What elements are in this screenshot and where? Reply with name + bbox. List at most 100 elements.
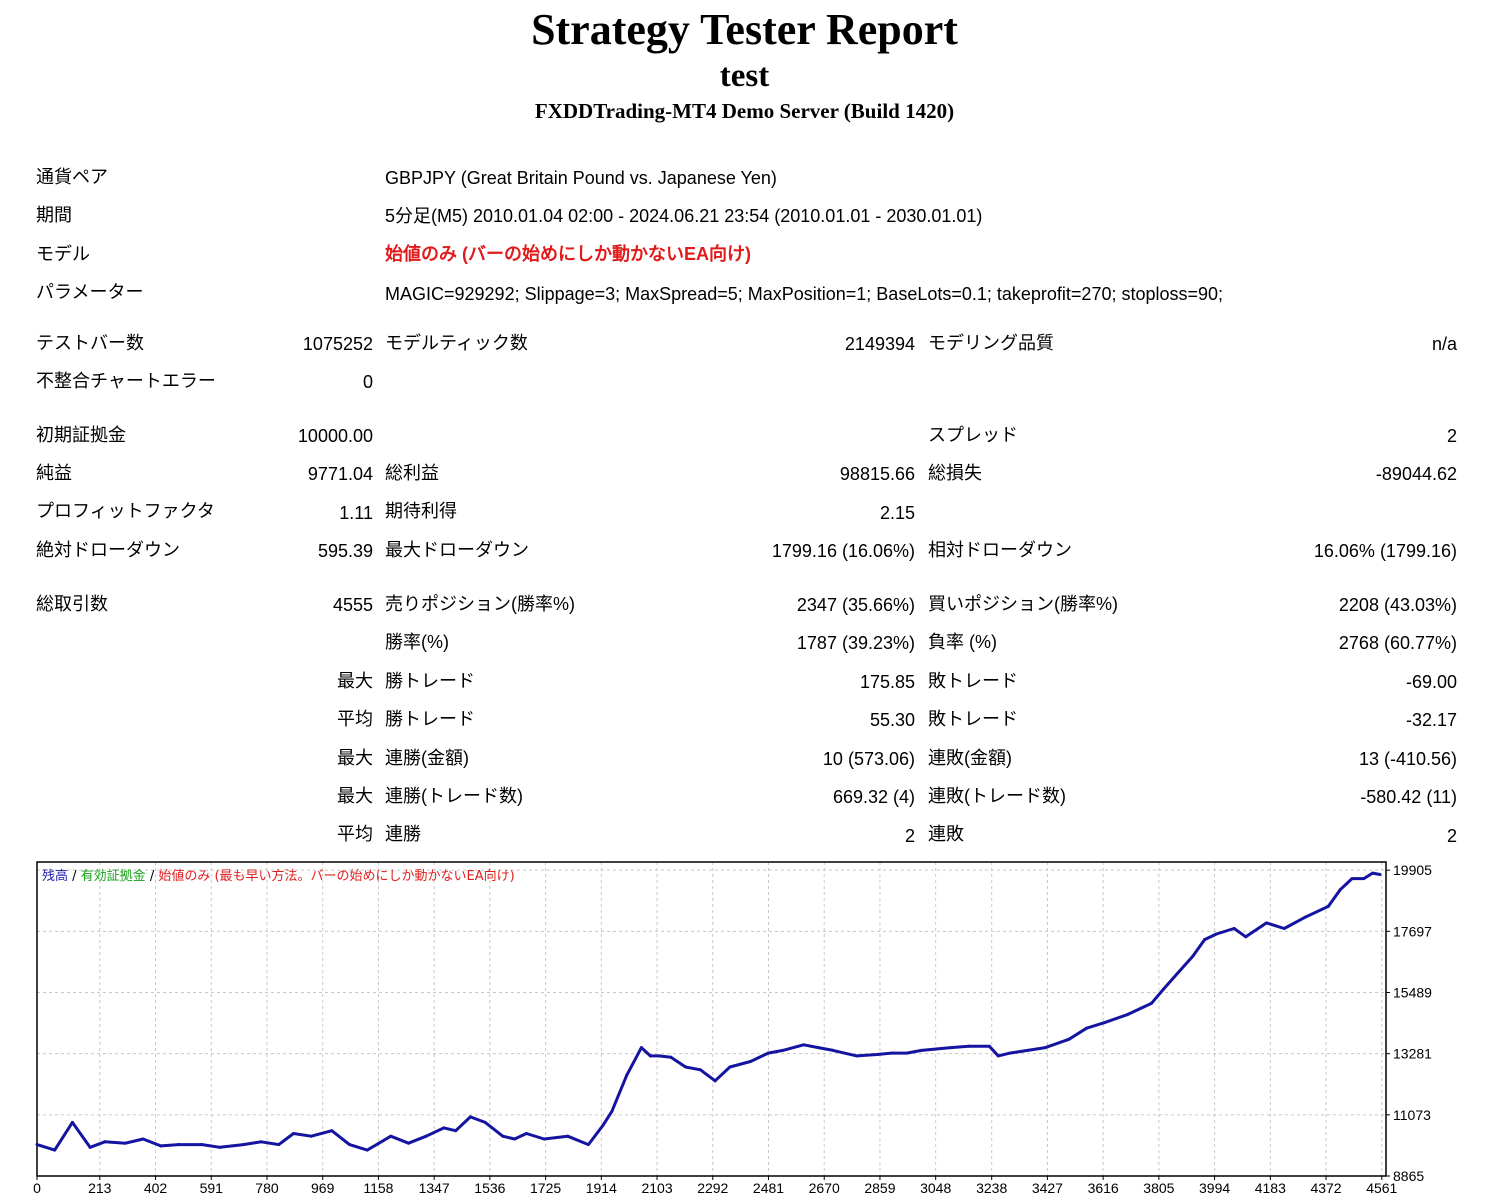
x-tick-label: 4561: [1366, 1180, 1397, 1196]
balance-point: [424, 1134, 428, 1138]
balance-point: [566, 1134, 570, 1138]
balance-point: [406, 1141, 410, 1145]
balance-point: [1303, 915, 1307, 919]
balance-point: [348, 1143, 352, 1147]
quality-value: n/a: [1431, 334, 1457, 354]
x-tick-label: 3427: [1032, 1180, 1063, 1196]
balance-point: [669, 1055, 673, 1059]
balance-point: [749, 1059, 753, 1063]
balance-chart: 0 213 402 591 780 969 1158 1347 1536 1725 1914 2103…: [33, 861, 1432, 1196]
bars-value: 1075252: [302, 334, 373, 354]
avgconsl-label: 連敗: [928, 824, 964, 844]
balance-point: [468, 1115, 472, 1119]
lossrate-value: 2768 (60.77%): [1338, 633, 1457, 653]
balance-point: [905, 1051, 909, 1055]
bars-label: テストバー数: [36, 333, 144, 353]
grossloss-value: -89044.62: [1375, 464, 1457, 484]
balance-point: [698, 1068, 702, 1072]
x-tick-label: 4372: [1310, 1180, 1341, 1196]
period-value: 5分足(M5) 2010.01.04 02:00 - 2024.06.21 23…: [385, 206, 983, 226]
maxconsw-money-value: 10 (573.06): [822, 749, 915, 769]
largest-label: 最大: [337, 671, 373, 691]
balance-line: [36, 871, 1381, 1152]
balance-point: [103, 1140, 107, 1144]
maxloss-label: 敗トレード: [928, 671, 1018, 691]
y-tick-label: 15489: [1393, 985, 1432, 1001]
avgloss-value: -32.17: [1405, 710, 1457, 730]
balance-point: [309, 1134, 313, 1138]
payoff-label: 期待利得: [385, 501, 457, 521]
balance-point: [949, 1046, 953, 1050]
balance-point: [1043, 1046, 1047, 1050]
x-tick-label: 402: [144, 1180, 168, 1196]
avgconsw-label: 連勝: [385, 824, 421, 844]
maximum-label: 最大: [337, 748, 373, 768]
balance-point: [610, 1109, 614, 1113]
balance-point: [241, 1143, 245, 1147]
legend-entry: /: [68, 869, 81, 884]
balance-point: [1362, 877, 1366, 881]
balance-point: [70, 1120, 74, 1124]
legend-entry: 有効証拠金: [81, 868, 146, 884]
balance-point: [831, 1048, 835, 1052]
grossloss-label: 総損失: [928, 463, 982, 483]
maxconsl-count-value: -580.42 (11): [1360, 787, 1457, 807]
x-tick-label: 3994: [1199, 1180, 1230, 1196]
deposit-value: 10000.00: [297, 426, 373, 446]
params-label: パラメーター: [36, 282, 144, 302]
balance-point: [648, 1054, 652, 1058]
legend-entry: /: [146, 869, 159, 884]
x-tick-label: 1158: [363, 1180, 393, 1196]
avgconsw-value: 2: [904, 826, 915, 846]
reldd-label: 相対ドローダウン: [928, 540, 1072, 560]
netprofit-value: 9771.04: [307, 464, 373, 484]
balance-point: [684, 1065, 688, 1069]
balance-point: [141, 1137, 145, 1141]
x-tick-label: 2859: [864, 1180, 895, 1196]
params-value: MAGIC=929292; Slippage=3; MaxSpread=5; M…: [385, 284, 1224, 304]
balance-point: [542, 1137, 546, 1141]
maxconsl-money-label: 連敗(金額): [928, 748, 1012, 768]
balance-point: [88, 1145, 92, 1149]
balance-point: [1161, 987, 1165, 991]
balance-point: [1008, 1051, 1012, 1055]
period-label: 期間: [36, 205, 72, 225]
balance-point: [890, 1051, 894, 1055]
ticks-label: モデルティック数: [385, 333, 528, 353]
balance-point: [524, 1131, 528, 1135]
balance-point: [1244, 935, 1248, 939]
x-tick-label: 591: [200, 1180, 224, 1196]
balance-point: [1350, 877, 1354, 881]
payoff-value: 2.15: [879, 503, 915, 523]
errors-label: 不整合チャートエラー: [36, 371, 216, 391]
balance-point: [781, 1048, 785, 1052]
server-name: FXDDTrading-MT4 Demo Server (Build 1420): [534, 99, 955, 123]
x-tick-label: 2103: [641, 1180, 672, 1196]
maxdd-label: 最大ドローダウン: [385, 540, 529, 560]
reldd-value: 16.06% (1799.16): [1313, 541, 1457, 561]
balance-point: [159, 1144, 163, 1148]
report-title: Strategy Tester Report: [531, 5, 958, 54]
balance-point: [1126, 1012, 1130, 1016]
netprofit-label: 純益: [36, 463, 72, 483]
x-tick-label: 2670: [809, 1180, 840, 1196]
grossprofit-value: 98815.66: [839, 464, 915, 484]
y-tick-label: 11073: [1393, 1107, 1431, 1123]
balance-point: [389, 1134, 393, 1138]
plot-frame: [36, 861, 1387, 1177]
x-tick-label: 3616: [1088, 1180, 1119, 1196]
balance-point: [639, 1046, 643, 1050]
avgconsl-value: 2: [1446, 826, 1457, 846]
maxwin-value: 175.85: [859, 672, 915, 692]
maxwin-label: 勝トレード: [385, 671, 475, 691]
legend-entry: 残高: [42, 868, 68, 884]
spread-label: スプレッド: [928, 425, 1018, 445]
balance-point: [855, 1054, 859, 1058]
x-tick-label: 1347: [419, 1180, 450, 1196]
balance-point: [713, 1079, 717, 1083]
maxconsl-count-label: 連敗(トレード数): [928, 786, 1066, 806]
balance-point: [1067, 1037, 1071, 1041]
grossprofit-label: 総利益: [385, 463, 439, 483]
balance-point: [1102, 1021, 1106, 1025]
balance-point: [330, 1129, 334, 1133]
